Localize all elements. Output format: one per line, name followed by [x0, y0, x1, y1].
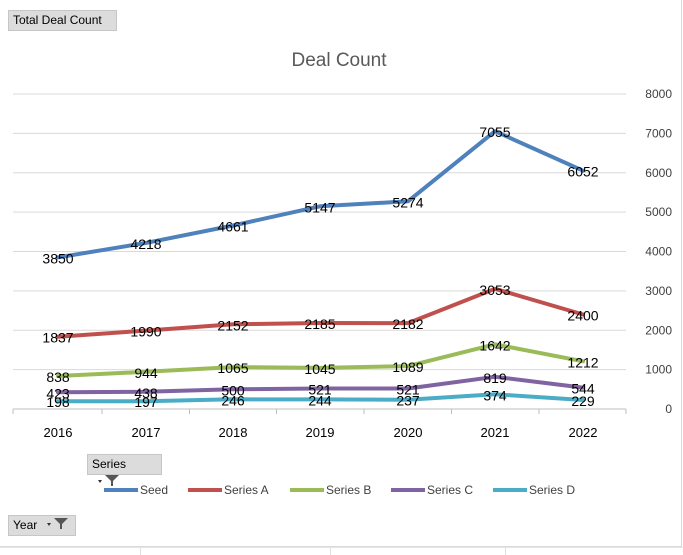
data-label: 2185: [304, 316, 335, 332]
legend-label: Seed: [140, 483, 168, 497]
y-tick-label: 8000: [645, 87, 672, 101]
y-tick-label: 7000: [645, 126, 672, 140]
total-deal-count-field-button[interactable]: Total Deal Count: [8, 10, 117, 31]
data-label: 1642: [479, 337, 510, 353]
y-tick-label: 2000: [645, 323, 672, 337]
data-label: 3053: [479, 282, 510, 298]
filter-dropdown-icon[interactable]: [45, 516, 71, 535]
x-tick-label: 2018: [219, 425, 248, 440]
series-field-button[interactable]: Series: [87, 454, 162, 487]
total-deal-count-label: Total Deal Count: [13, 13, 102, 27]
data-label: 2400: [567, 308, 598, 324]
y-tick-label: 4000: [645, 245, 672, 259]
chart-title: Deal Count: [291, 50, 387, 71]
x-tick-label: 2022: [569, 425, 598, 440]
data-label: 244: [308, 392, 332, 408]
data-label: 237: [396, 393, 420, 409]
data-label: 423: [46, 385, 70, 401]
x-axis-ticks: 2016 2017 2018 2019 2020 2021 2022: [44, 425, 598, 440]
legend-label: Series D: [529, 483, 575, 497]
data-label: 198: [46, 394, 70, 410]
legend-label: Series C: [427, 483, 473, 497]
data-label: 438: [134, 385, 158, 401]
x-tick-label: 2017: [132, 425, 161, 440]
data-label: 197: [134, 394, 158, 410]
data-label: 521: [396, 381, 420, 397]
data-label: 838: [46, 369, 70, 385]
year-field-label: Year: [13, 518, 38, 532]
data-label: 2152: [217, 317, 248, 333]
filter-dropdown-icon[interactable]: [96, 473, 122, 492]
data-label: 229: [571, 393, 595, 409]
series-line-series-c: [56, 374, 585, 395]
legend-item: Series A: [188, 483, 269, 497]
data-label: 1045: [304, 361, 335, 377]
legend-label: Series B: [326, 483, 371, 497]
data-label: 3850: [42, 250, 73, 266]
data-label: 1212: [567, 354, 598, 370]
data-label: 1990: [130, 324, 161, 340]
x-axis: [12, 408, 627, 414]
y-tick-label: 5000: [645, 205, 672, 219]
legend-item: Series B: [290, 483, 371, 497]
data-label: 544: [571, 381, 595, 397]
legend-item: Series C: [391, 483, 473, 497]
x-tick-label: 2021: [481, 425, 510, 440]
data-label: 7055: [479, 124, 510, 140]
legend-label: Series A: [224, 483, 269, 497]
sheet-grid-strip: [0, 547, 683, 555]
gridlines: [13, 93, 626, 371]
data-label: 500: [221, 382, 245, 398]
y-tick-label: 0: [665, 402, 672, 416]
series-line-series-b: [56, 342, 585, 378]
data-label: 5274: [392, 194, 423, 210]
data-label: 2182: [392, 316, 423, 332]
series-field-label: Series: [92, 457, 127, 471]
data-label: 819: [483, 370, 507, 386]
y-tick-label: 3000: [645, 284, 672, 298]
data-labels: 3850 4218 4661 5147 5274 7055 6052 1837 1990 2152…: [42, 124, 598, 410]
data-label: 944: [134, 365, 158, 381]
data-label: 246: [221, 392, 245, 408]
data-label: 5147: [304, 199, 335, 215]
data-label: 4661: [217, 218, 248, 234]
year-field-button[interactable]: Year: [8, 515, 76, 536]
data-label: 1837: [42, 330, 73, 346]
data-label: 374: [483, 387, 507, 403]
x-tick-label: 2016: [44, 425, 73, 440]
series-lines: [56, 129, 585, 404]
data-label: 6052: [567, 164, 598, 180]
data-label: 521: [308, 381, 332, 397]
legend-item: Series D: [493, 483, 575, 497]
y-axis-ticks: 0 1000 2000 3000 4000 5000 6000 7000 8000: [645, 87, 672, 416]
y-tick-label: 6000: [645, 166, 672, 180]
data-label: 1065: [217, 360, 248, 376]
legend: Seed Series A Series B Series C Series D: [104, 483, 575, 497]
series-line-series-d: [56, 392, 585, 404]
x-tick-label: 2019: [306, 425, 335, 440]
series-line-series-a: [56, 286, 585, 339]
y-tick-label: 1000: [645, 363, 672, 377]
x-tick-label: 2020: [394, 425, 423, 440]
series-line-seed: [56, 129, 585, 260]
legend-item: Seed: [104, 483, 168, 497]
data-label: 4218: [130, 236, 161, 252]
data-label: 1089: [392, 359, 423, 375]
